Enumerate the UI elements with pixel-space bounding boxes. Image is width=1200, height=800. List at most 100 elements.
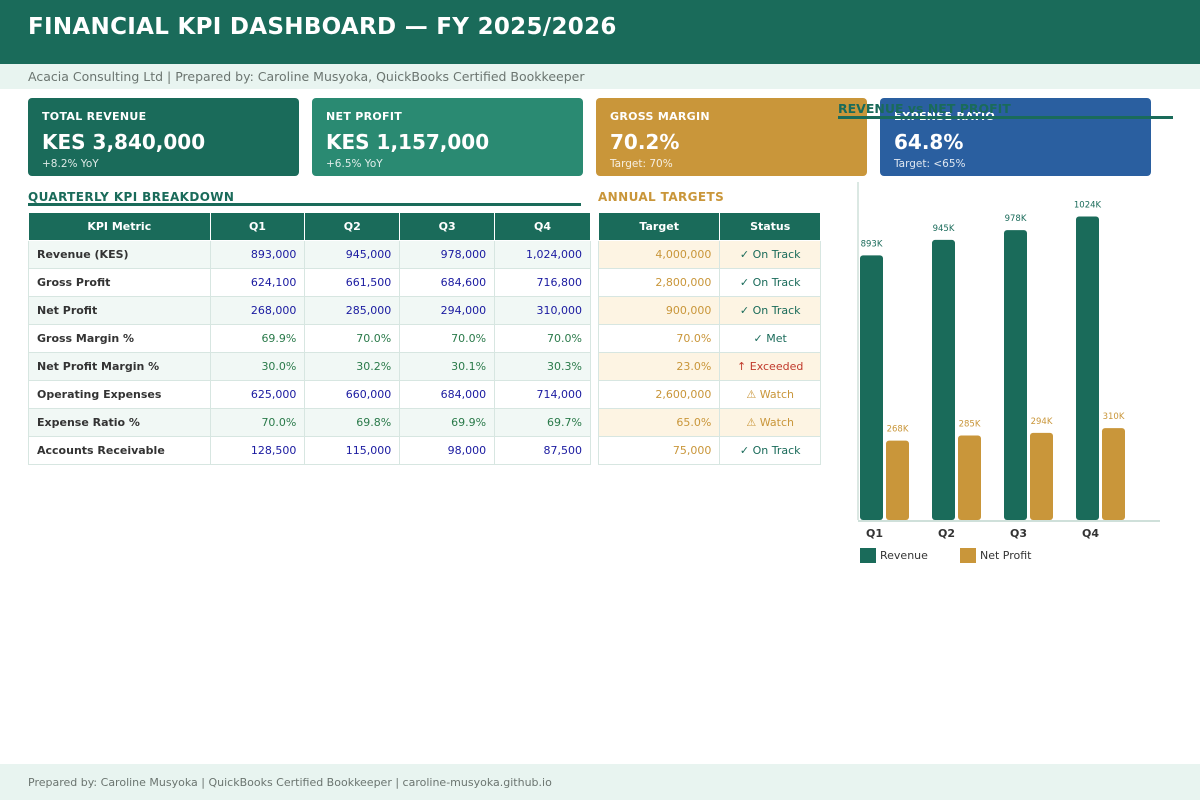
kpi-metric-cell: Net Profit Margin % <box>28 352 211 381</box>
legend-label: Net Profit <box>980 549 1032 562</box>
status-badge: ✓ On Track <box>719 436 821 465</box>
table-row: 65.0% ⚠ Watch <box>597 408 821 437</box>
bar-net-profit-q3 <box>1030 432 1053 520</box>
quarter-value-cell: 714,000 <box>494 380 591 409</box>
quarter-value-cell: 70.0% <box>209 408 306 437</box>
column-header: Q2 <box>304 212 401 241</box>
column-header: Target <box>597 212 721 241</box>
status-badge: ✓ On Track <box>719 296 821 325</box>
revenue-profit-chart: REVENUE vs NET PROFIT 893K 268K Q1 945K 285K… <box>838 101 1173 563</box>
column-header: Status <box>719 212 821 241</box>
quarterly-kpi-table: KPI Metric Q1 Q2 Q3 Q4 Revenue (KES) 893,… <box>28 212 591 465</box>
column-header: Q4 <box>494 212 591 241</box>
quarter-value-cell: 893,000 <box>209 240 306 269</box>
quarter-value-cell: 310,000 <box>494 296 591 325</box>
data-label: 945K <box>933 224 955 234</box>
kpi-metric-cell: Expense Ratio % <box>28 408 211 437</box>
kpi-label: NET PROFIT <box>326 110 403 123</box>
kpi-value: 64.8% <box>894 130 964 154</box>
quarter-value-cell: 625,000 <box>209 380 306 409</box>
quarter-value-cell: 978,000 <box>399 240 496 269</box>
kpi-label: GROSS MARGIN <box>610 110 710 123</box>
header-bar: FINANCIAL KPI DASHBOARD — FY 2025/2026 <box>0 0 1200 64</box>
data-label: 310K <box>1103 412 1125 422</box>
table-row: Net Profit Margin % 30.0% 30.2% 30.1% 30.3% <box>28 352 591 381</box>
table-row: 4,000,000 ✓ On Track <box>597 240 821 269</box>
status-badge: ↑ Exceeded <box>719 352 821 381</box>
status-badge: ⚠ Watch <box>719 408 821 437</box>
kpi-card-gross-margin: GROSS MARGIN 70.2% Target: 70% <box>596 98 867 176</box>
quarter-value-cell: 268,000 <box>209 296 306 325</box>
subheader-bar: Acacia Consulting Ltd | Prepared by: Car… <box>0 64 1200 89</box>
table-row: 75,000 ✓ On Track <box>597 436 821 465</box>
quarter-value-cell: 945,000 <box>304 240 401 269</box>
bar-revenue-q1 <box>860 255 883 520</box>
kpi-metric-cell: Net Profit <box>28 296 211 325</box>
quarter-value-cell: 69.9% <box>399 408 496 437</box>
quarter-value-cell: 69.8% <box>304 408 401 437</box>
quarter-value-cell: 684,000 <box>399 380 496 409</box>
quarter-value-cell: 30.2% <box>304 352 401 381</box>
data-label: 285K <box>959 420 981 430</box>
table-row: Revenue (KES) 893,000 945,000 978,000 1,024,… <box>28 240 591 269</box>
column-header: Q3 <box>399 212 496 241</box>
quarter-value-cell: 69.9% <box>209 324 306 353</box>
data-label: 1024K <box>1074 201 1102 211</box>
x-tick-label: Q3 <box>1010 527 1027 540</box>
legend-swatch <box>960 548 976 563</box>
bar-net-profit-q4 <box>1102 428 1125 520</box>
quarter-value-cell: 661,500 <box>304 268 401 297</box>
kpi-sub: +8.2% YoY <box>42 158 99 170</box>
column-header: KPI Metric <box>28 212 211 241</box>
table-row: Operating Expenses 625,000 660,000 684,000 7… <box>28 380 591 409</box>
footer-bar: Prepared by: Caroline Musyoka | QuickBoo… <box>0 764 1200 800</box>
chart-title: REVENUE vs NET PROFIT <box>838 101 1011 116</box>
kpi-sub: Target: 70% <box>610 158 673 170</box>
quarter-value-cell: 684,600 <box>399 268 496 297</box>
subheader-text: Acacia Consulting Ltd | Prepared by: Car… <box>28 69 585 84</box>
quarter-value-cell: 69.7% <box>494 408 591 437</box>
table-row: 70.0% ✓ Met <box>597 324 821 353</box>
target-value-cell: 70.0% <box>597 324 721 353</box>
quarter-value-cell: 30.3% <box>494 352 591 381</box>
table-row: 2,600,000 ⚠ Watch <box>597 380 821 409</box>
quarter-value-cell: 716,800 <box>494 268 591 297</box>
column-header: Q1 <box>209 212 306 241</box>
page-title: FINANCIAL KPI DASHBOARD — FY 2025/2026 <box>28 14 617 40</box>
quarter-value-cell: 70.0% <box>399 324 496 353</box>
footer-text: Prepared by: Caroline Musyoka | QuickBoo… <box>28 776 552 789</box>
target-value-cell: 2,600,000 <box>597 380 721 409</box>
table-row: 23.0% ↑ Exceeded <box>597 352 821 381</box>
kpi-metric-cell: Gross Profit <box>28 268 211 297</box>
kpi-value: KES 3,840,000 <box>42 130 206 154</box>
table-row: 900,000 ✓ On Track <box>597 296 821 325</box>
quarter-value-cell: 30.1% <box>399 352 496 381</box>
table-row: Gross Margin % 69.9% 70.0% 70.0% 70.0% <box>28 324 591 353</box>
quarter-value-cell: 87,500 <box>494 436 591 465</box>
quarter-value-cell: 660,000 <box>304 380 401 409</box>
quarterly-section-title: QUARTERLY KPI BREAKDOWN <box>28 190 235 204</box>
target-value-cell: 900,000 <box>597 296 721 325</box>
quarter-value-cell: 98,000 <box>399 436 496 465</box>
kpi-metric-cell: Revenue (KES) <box>28 240 211 269</box>
kpi-sub: Target: <65% <box>894 158 966 170</box>
quarter-value-cell: 128,500 <box>209 436 306 465</box>
kpi-metric-cell: Accounts Receivable <box>28 436 211 465</box>
quarterly-section-rule <box>28 203 581 206</box>
table-row: Net Profit 268,000 285,000 294,000 310,000 <box>28 296 591 325</box>
x-tick-label: Q4 <box>1082 527 1099 540</box>
data-label: 893K <box>861 239 883 249</box>
table-row: 2,800,000 ✓ On Track <box>597 268 821 297</box>
data-label: 268K <box>887 425 909 435</box>
status-badge: ✓ On Track <box>719 240 821 269</box>
quarter-value-cell: 1,024,000 <box>494 240 591 269</box>
kpi-sub: +6.5% YoY <box>326 158 383 170</box>
targets-section-title: ANNUAL TARGETS <box>598 190 725 204</box>
status-badge: ✓ On Track <box>719 268 821 297</box>
bar-net-profit-q2 <box>958 435 981 520</box>
bar-revenue-q2 <box>932 239 955 520</box>
bar-net-profit-q1 <box>886 440 909 520</box>
data-label: 294K <box>1031 417 1053 427</box>
target-value-cell: 4,000,000 <box>597 240 721 269</box>
bar-revenue-q3 <box>1004 230 1027 520</box>
